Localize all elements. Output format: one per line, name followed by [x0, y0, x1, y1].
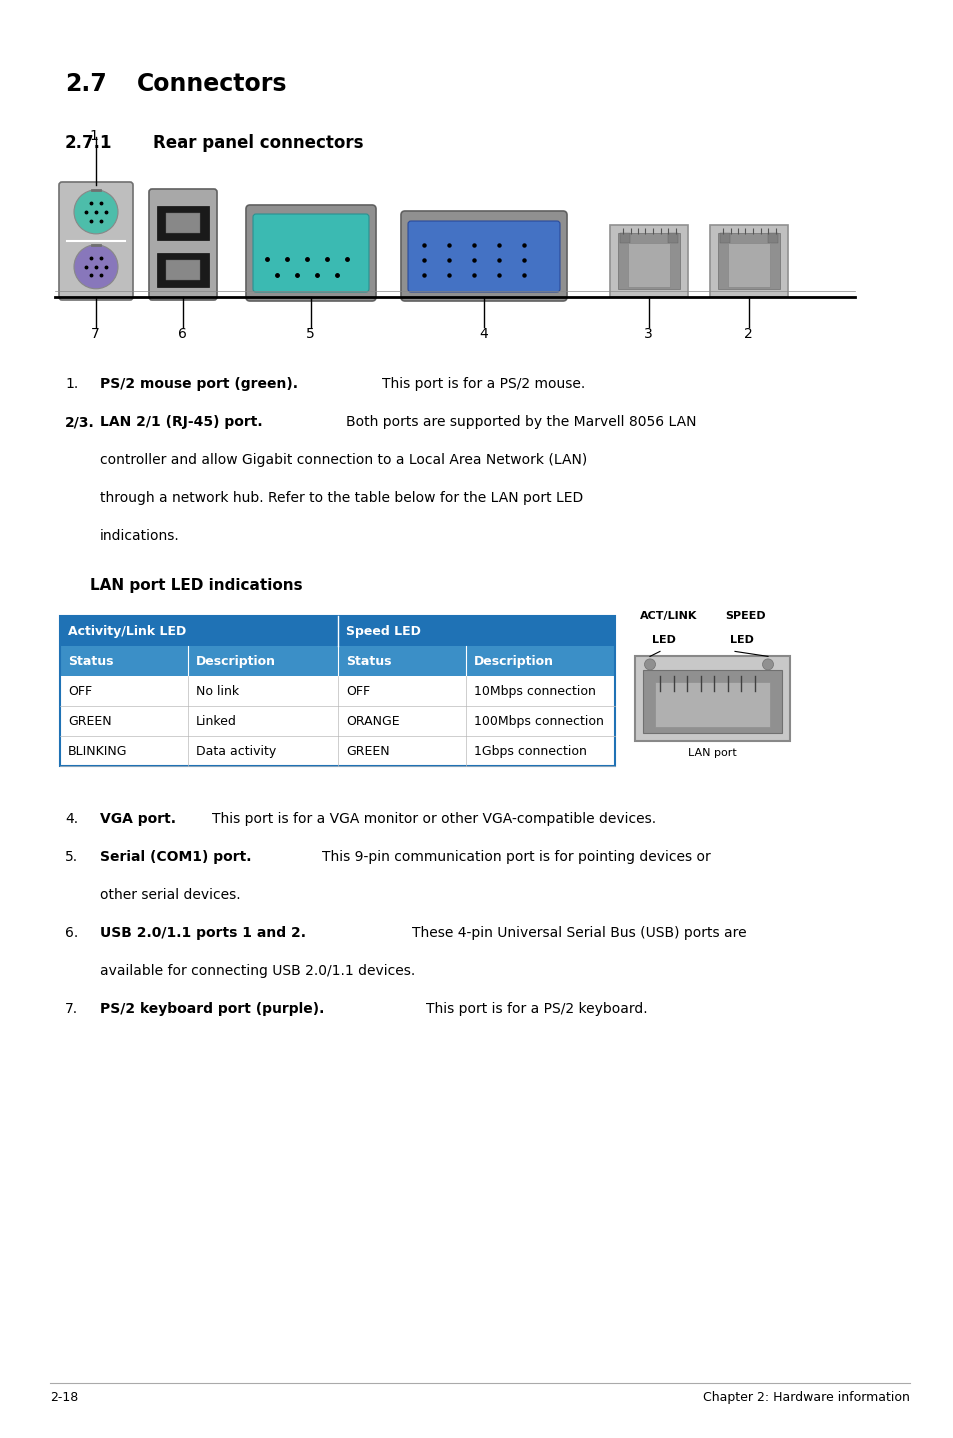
Text: 2-18: 2-18 — [50, 1391, 78, 1403]
Text: PS/2 keyboard port (purple).: PS/2 keyboard port (purple). — [100, 1002, 324, 1017]
Text: 2/3.: 2/3. — [65, 416, 94, 429]
Text: VGA port.: VGA port. — [100, 812, 175, 825]
Text: Activity/Link LED: Activity/Link LED — [68, 626, 186, 638]
Text: indications.: indications. — [100, 529, 179, 544]
Text: Status: Status — [68, 654, 113, 667]
Text: 2.7.1: 2.7.1 — [65, 134, 112, 152]
Bar — [60, 706, 615, 736]
Text: This port is for a PS/2 keyboard.: This port is for a PS/2 keyboard. — [426, 1002, 647, 1017]
FancyBboxPatch shape — [635, 656, 789, 742]
Text: This 9-pin communication port is for pointing devices or: This 9-pin communication port is for poi… — [322, 850, 710, 864]
FancyBboxPatch shape — [157, 206, 209, 240]
Text: controller and allow Gigabit connection to a Local Area Network (LAN): controller and allow Gigabit connection … — [100, 453, 587, 467]
FancyBboxPatch shape — [642, 670, 781, 733]
Circle shape — [761, 659, 773, 670]
Text: Speed LED: Speed LED — [346, 626, 420, 638]
Text: 7.: 7. — [65, 1002, 78, 1017]
FancyBboxPatch shape — [618, 233, 679, 289]
Text: Serial (COM1) port.: Serial (COM1) port. — [100, 850, 252, 864]
Text: available for connecting USB 2.0/1.1 devices.: available for connecting USB 2.0/1.1 dev… — [100, 963, 415, 978]
Text: ORANGE: ORANGE — [346, 715, 399, 728]
FancyBboxPatch shape — [720, 233, 729, 243]
FancyBboxPatch shape — [157, 253, 209, 288]
FancyBboxPatch shape — [655, 683, 769, 728]
Text: No link: No link — [195, 684, 239, 697]
Circle shape — [644, 659, 655, 670]
Text: SPEED: SPEED — [724, 611, 765, 621]
Text: through a network hub. Refer to the table below for the LAN port LED: through a network hub. Refer to the tabl… — [100, 490, 582, 505]
FancyBboxPatch shape — [667, 233, 678, 243]
Bar — [60, 736, 615, 766]
Text: Description: Description — [474, 654, 554, 667]
Text: 1: 1 — [89, 129, 98, 142]
Bar — [60, 617, 615, 647]
FancyBboxPatch shape — [408, 221, 559, 292]
Text: OFF: OFF — [68, 684, 92, 697]
Text: Both ports are supported by the Marvell 8056 LAN: Both ports are supported by the Marvell … — [346, 416, 696, 429]
Bar — [60, 676, 615, 706]
FancyBboxPatch shape — [253, 214, 369, 292]
Text: These 4-pin Universal Serial Bus (USB) ports are: These 4-pin Universal Serial Bus (USB) p… — [412, 926, 746, 940]
Circle shape — [74, 190, 118, 234]
Text: 4.: 4. — [65, 812, 78, 825]
Text: 6.: 6. — [65, 926, 78, 940]
Text: 4: 4 — [478, 326, 487, 341]
Text: 1.: 1. — [65, 377, 78, 391]
FancyBboxPatch shape — [246, 206, 375, 301]
Text: 2.7: 2.7 — [65, 72, 107, 96]
FancyBboxPatch shape — [59, 183, 132, 301]
FancyBboxPatch shape — [627, 243, 669, 288]
Text: 10Mbps connection: 10Mbps connection — [474, 684, 596, 697]
Text: GREEN: GREEN — [68, 715, 112, 728]
Text: ACT/LINK: ACT/LINK — [639, 611, 697, 621]
Text: LED: LED — [729, 636, 753, 646]
Text: This port is for a VGA monitor or other VGA-compatible devices.: This port is for a VGA monitor or other … — [212, 812, 656, 825]
Circle shape — [74, 244, 118, 289]
Text: 5: 5 — [306, 326, 314, 341]
Text: USB 2.0/1.1 ports 1 and 2.: USB 2.0/1.1 ports 1 and 2. — [100, 926, 306, 940]
Text: 1Gbps connection: 1Gbps connection — [474, 745, 586, 758]
Text: Rear panel connectors: Rear panel connectors — [152, 134, 363, 152]
Text: 6: 6 — [178, 326, 187, 341]
Text: 7: 7 — [91, 326, 100, 341]
Text: Chapter 2: Hardware information: Chapter 2: Hardware information — [702, 1391, 909, 1403]
Text: LAN 2/1 (RJ-45) port.: LAN 2/1 (RJ-45) port. — [100, 416, 262, 429]
FancyBboxPatch shape — [709, 224, 787, 298]
Text: BLINKING: BLINKING — [68, 745, 128, 758]
FancyBboxPatch shape — [718, 233, 780, 289]
Text: Data activity: Data activity — [195, 745, 276, 758]
FancyBboxPatch shape — [400, 211, 566, 301]
Text: LED: LED — [651, 636, 675, 646]
Text: 3: 3 — [643, 326, 652, 341]
Text: PS/2 mouse port (green).: PS/2 mouse port (green). — [100, 377, 297, 391]
Text: 2: 2 — [743, 326, 752, 341]
Text: other serial devices.: other serial devices. — [100, 889, 240, 902]
Text: Status: Status — [346, 654, 391, 667]
Text: LAN port LED indications: LAN port LED indications — [90, 578, 302, 594]
FancyBboxPatch shape — [166, 260, 200, 280]
FancyBboxPatch shape — [609, 224, 687, 298]
Text: 100Mbps connection: 100Mbps connection — [474, 715, 603, 728]
Text: OFF: OFF — [346, 684, 370, 697]
Bar — [60, 617, 615, 766]
FancyBboxPatch shape — [149, 188, 216, 301]
Text: Linked: Linked — [195, 715, 236, 728]
FancyBboxPatch shape — [767, 233, 778, 243]
Text: Connectors: Connectors — [137, 72, 287, 96]
Text: 5.: 5. — [65, 850, 78, 864]
FancyBboxPatch shape — [727, 243, 769, 288]
FancyBboxPatch shape — [619, 233, 629, 243]
Text: This port is for a PS/2 mouse.: This port is for a PS/2 mouse. — [381, 377, 584, 391]
Text: LAN port: LAN port — [687, 748, 736, 758]
Text: Description: Description — [195, 654, 275, 667]
Text: GREEN: GREEN — [346, 745, 389, 758]
FancyBboxPatch shape — [166, 213, 200, 233]
Bar — [60, 647, 615, 676]
